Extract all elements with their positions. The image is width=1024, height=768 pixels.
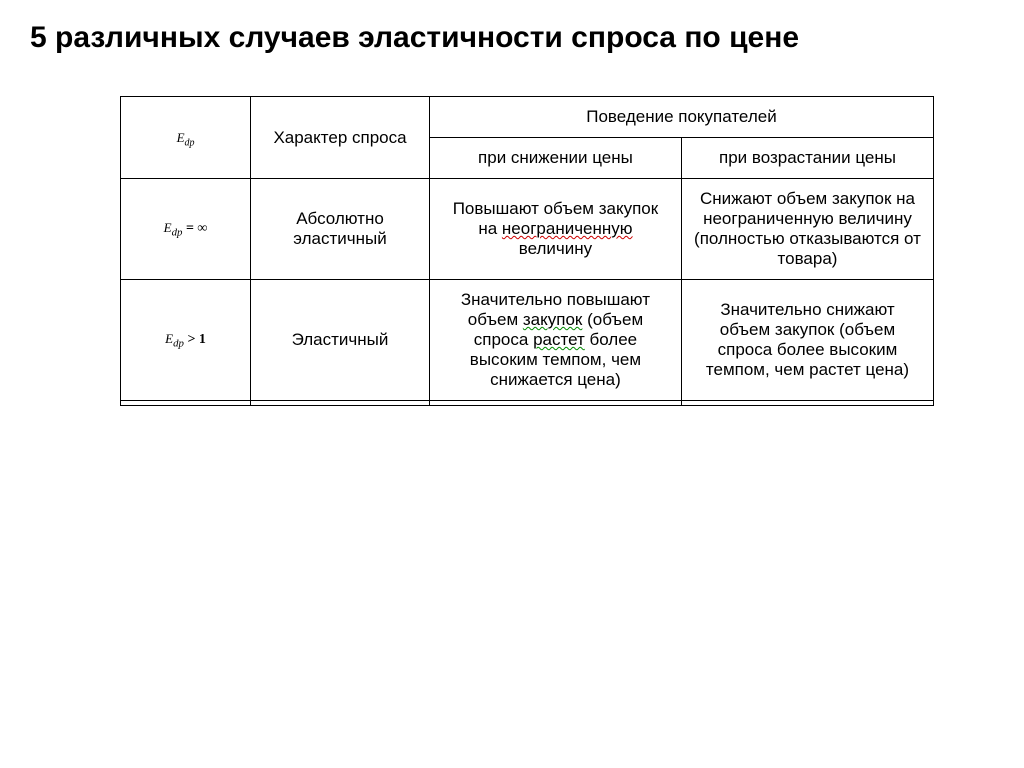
row3-c3 bbox=[429, 401, 681, 406]
row2-b1: Значительно повышают объем закупок (объе… bbox=[429, 280, 681, 401]
row2-formula: Edp > 1 bbox=[121, 280, 251, 401]
header-char: Характер спроса bbox=[251, 97, 430, 179]
row3-c4 bbox=[681, 401, 933, 406]
row2-b2: Значительно снижают объем закупок (объем… bbox=[681, 280, 933, 401]
header-edp: Edp bbox=[121, 97, 251, 179]
header-row-1: Edp Характер спроса Поведение покупателе… bbox=[121, 97, 934, 138]
row1-b1: Повышают объем закупок на неограниченную… bbox=[429, 179, 681, 280]
header-sub2: при возрастании цены bbox=[681, 138, 933, 179]
elasticity-table-wrap: Edp Характер спроса Поведение покупателе… bbox=[120, 96, 934, 406]
row3-c1 bbox=[121, 401, 251, 406]
row1-char: Абсолютно эластичный bbox=[251, 179, 430, 280]
row3-c2 bbox=[251, 401, 430, 406]
row2-char: Эластичный bbox=[251, 280, 430, 401]
elasticity-table: Edp Характер спроса Поведение покупателе… bbox=[120, 96, 934, 406]
row-1: Edp = ∞ Абсолютно эластичный Повышают об… bbox=[121, 179, 934, 280]
header-behavior: Поведение покупателей bbox=[429, 97, 933, 138]
row1-b2: Снижают объем закупок на неограниченную … bbox=[681, 179, 933, 280]
page-title: 5 различных случаев эластичности спроса … bbox=[30, 20, 994, 56]
row1-formula: Edp = ∞ bbox=[121, 179, 251, 280]
header-sub1: при снижении цены bbox=[429, 138, 681, 179]
row-3-partial bbox=[121, 401, 934, 406]
row-2: Edp > 1 Эластичный Значительно повышают … bbox=[121, 280, 934, 401]
